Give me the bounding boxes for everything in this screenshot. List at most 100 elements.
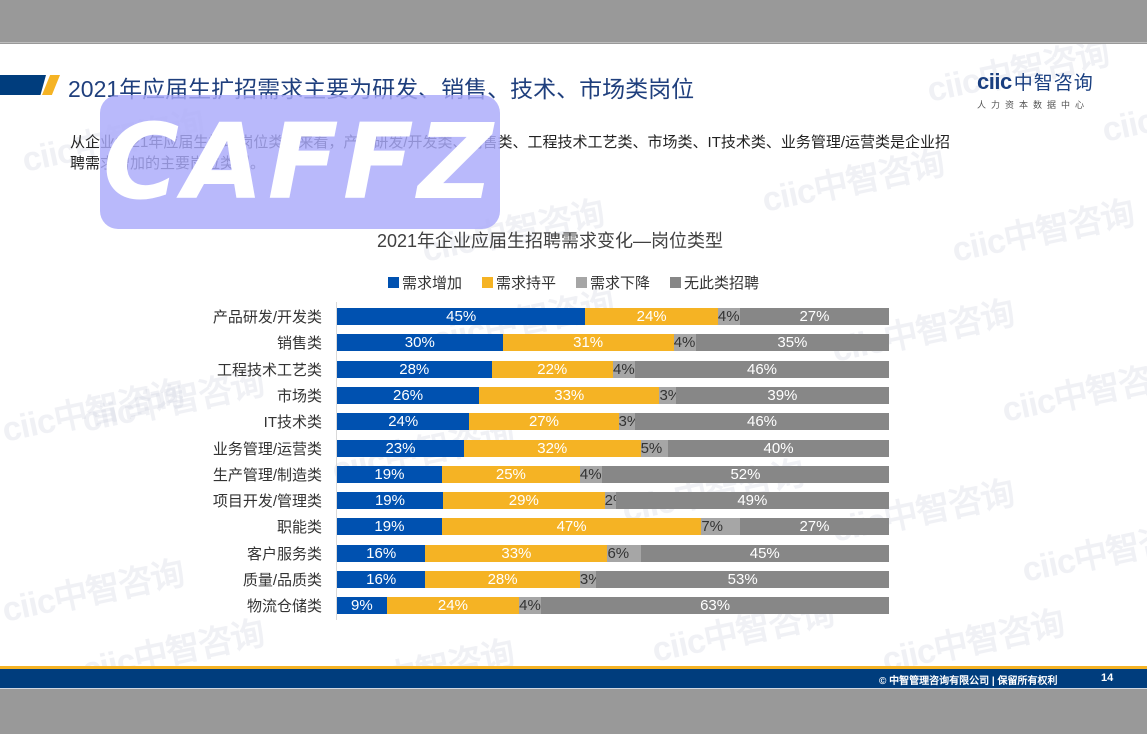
stacked-bar: 28% 22% 4% 46% <box>337 360 889 378</box>
watermark-text: ciic中智咨询 <box>327 625 518 666</box>
bar-segment: 24% <box>386 597 520 615</box>
legend-item: 需求增加 <box>388 272 462 293</box>
bar-segment: 4% <box>717 308 740 325</box>
bar-segment: 31% <box>502 334 674 352</box>
category-label: 工程技术工艺类 <box>216 361 322 379</box>
bar-segment: 33% <box>479 386 660 404</box>
bar-segment: 35% <box>695 334 889 352</box>
legend-label: 需求下降 <box>590 275 651 292</box>
stacked-bar: 23% 32% 5% 40% <box>337 439 889 457</box>
category-label: IT技术类 <box>263 414 322 432</box>
category-label: 业务管理/运营类 <box>212 440 322 458</box>
bar-segment: 9% <box>337 597 387 615</box>
stacked-bar: 30% 31% 4% 35% <box>337 334 889 352</box>
bar-segment: 29% <box>442 492 605 510</box>
legend-label: 无此类招聘 <box>684 275 760 292</box>
category-label: 项目开发/管理类 <box>212 493 322 511</box>
stacked-bar: 19%29%2%49% <box>337 492 889 510</box>
legend-swatch-icon <box>388 277 399 288</box>
chart-bar-row: 职能类 19% 47% 7% 27% <box>0 518 900 537</box>
bar-segment: 53% <box>596 571 889 588</box>
category-label: 物流仓储类 <box>246 598 322 616</box>
bar-segment: 19% <box>337 465 442 483</box>
bar-segment: 39% <box>675 386 889 404</box>
category-label: 质量/品质类 <box>242 572 322 589</box>
chart-bar-row: 产品研发/开发类 45% 24% 4% 27% <box>0 308 900 326</box>
chart-title: 2021年企业应届生招聘需求变化—岗位类型 <box>376 231 724 251</box>
bar-segment: 25% <box>441 465 580 483</box>
bar-segment: 4% <box>519 597 542 615</box>
top-frame-bar <box>0 0 1147 43</box>
watermark-text: ciic中智咨询 <box>78 614 268 666</box>
bar-segment: 4% <box>579 465 602 483</box>
bar-segment: 19% <box>337 518 442 536</box>
bar-segment: 3% <box>579 571 602 588</box>
watermark-text: ciic中智咨询 <box>878 604 1068 666</box>
bar-segment: 30% <box>337 334 503 352</box>
page-number: 14 <box>1101 672 1114 684</box>
bar-segment: 27% <box>739 308 889 325</box>
bar-segment: 26% <box>337 386 480 404</box>
bar-segment: 24% <box>585 308 718 325</box>
stacked-bar: 16% 28% 3% 53% <box>337 571 889 588</box>
stacked-bar: 45% 24% 4% 27% <box>337 308 889 325</box>
bar-segment: 19% <box>337 492 443 510</box>
bar-segment: 45% <box>337 308 586 325</box>
chart-bar-row: 销售类 30% 31% 4% 35% <box>0 334 900 353</box>
footer-bar: © 中智管理咨询有限公司 | 保留所有权利 14 <box>0 669 1147 689</box>
bar-segment: 24% <box>337 413 470 431</box>
caffz-overlay-text: CAFFZ <box>102 101 498 223</box>
watermark-text: ciic中智咨询 <box>828 294 1018 370</box>
bar-segment: 32% <box>463 439 641 457</box>
chart-y-axis-line <box>336 302 337 620</box>
legend-swatch-icon <box>576 277 588 288</box>
chart-bar-row: IT技术类 24% 27% 3% 46% <box>0 413 900 432</box>
bar-segment: 22% <box>491 360 613 378</box>
caffz-overlay-badge: CAFFZ <box>100 95 500 229</box>
bar-segment: 27% <box>469 413 619 431</box>
chart-bar-row: 工程技术工艺类 28% 22% 4% 46% <box>0 360 900 379</box>
bar-segment: 7% <box>701 518 740 536</box>
bottom-frame-bar <box>0 690 1147 734</box>
chart-bar-row: 质量/品质类 16% 28% 3% 53% <box>0 571 900 589</box>
bar-segment: 27% <box>739 518 889 536</box>
bar-segment: 2% <box>604 492 626 510</box>
chart-bar-row: 市场类 26% 33% 3% 39% <box>0 386 900 405</box>
category-label: 销售类 <box>276 335 322 353</box>
bar-segment: 28% <box>337 360 492 378</box>
bar-segment: 4% <box>673 334 696 352</box>
logo-brand-en: ciic <box>977 69 1012 94</box>
bar-segment: 28% <box>425 571 580 588</box>
category-label: 职能类 <box>276 519 322 537</box>
category-label: 生产管理/制造类 <box>212 466 322 484</box>
footer-copyright: © 中智管理咨询有限公司 | 保留所有权利 <box>879 676 1058 687</box>
stacked-bar: 16% 33% 6% 45% <box>337 544 889 562</box>
legend-label: 需求持平 <box>496 275 557 292</box>
stacked-bar: 19% 25% 4% 52% <box>337 465 889 483</box>
legend-item: 需求持平 <box>482 272 556 293</box>
watermark-text: ciic中智咨询 <box>1018 514 1147 590</box>
legend-label: 需求增加 <box>402 275 463 292</box>
bar-segment: 3% <box>659 386 682 404</box>
stacked-bar: 19% 47% 7% 27% <box>337 518 889 536</box>
bar-segment: 23% <box>337 439 464 457</box>
bar-segment: 47% <box>441 518 702 536</box>
logo-brand-cn: 中智咨询 <box>1013 73 1094 94</box>
chart-bar-row: 生产管理/制造类 19% 25% 4% 52% <box>0 465 900 484</box>
bar-segment: 40% <box>668 439 889 457</box>
watermark-text: ciic中智咨询 <box>998 354 1147 430</box>
logo-subtitle: 人力资本数据中心 <box>977 100 1090 110</box>
category-label: 客户服务类 <box>246 545 322 563</box>
ciic-logo: ciic 中智咨询 人力资本数据中心 <box>977 68 1107 111</box>
chart-legend: 需求增加 需求持平 需求下降 无此类招聘 <box>388 272 759 293</box>
category-label: 市场类 <box>276 387 322 405</box>
legend-swatch-icon <box>670 277 682 288</box>
bar-segment: 45% <box>640 544 889 562</box>
bar-segment: 63% <box>541 597 889 615</box>
legend-swatch-icon <box>482 277 494 288</box>
stacked-bar: 24% 27% 3% 46% <box>337 413 889 431</box>
legend-item: 需求下降 <box>576 272 650 293</box>
bar-segment: 3% <box>618 413 641 431</box>
chart-bar-row: 业务管理/运营类 23% 32% 5% 40% <box>0 439 900 458</box>
bar-segment: 6% <box>607 544 641 562</box>
